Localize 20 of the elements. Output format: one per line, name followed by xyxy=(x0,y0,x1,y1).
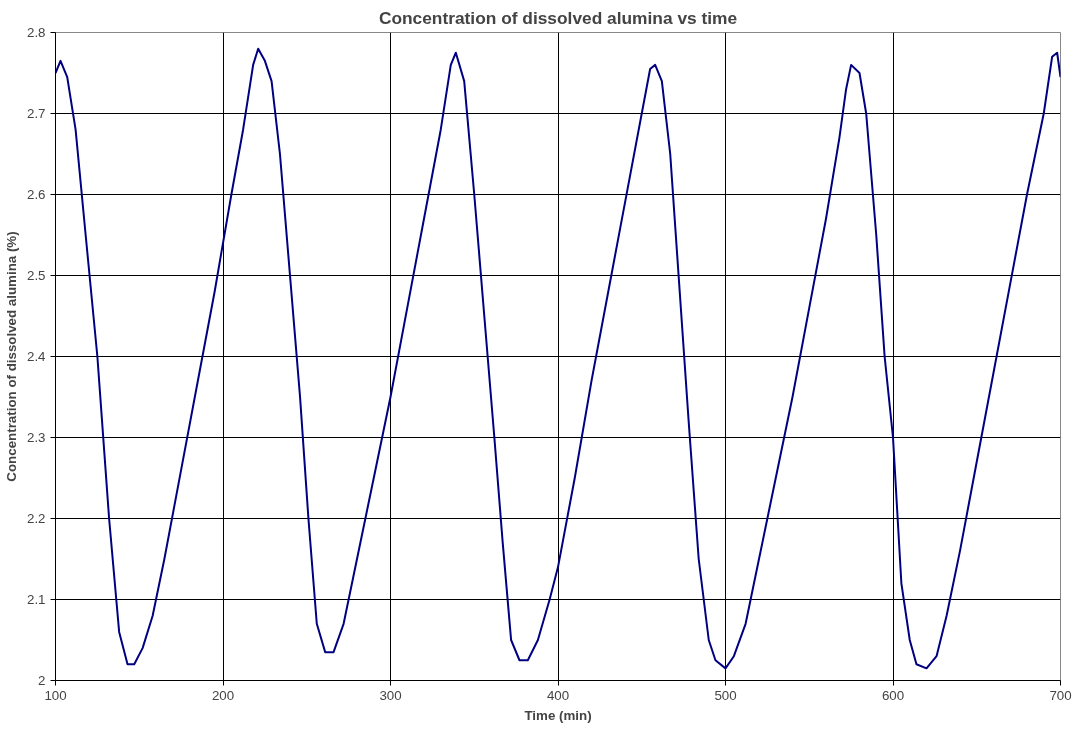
y-tick-label: 2.6 xyxy=(26,187,46,202)
chart-title: Concentration of dissolved alumina vs time xyxy=(378,7,738,28)
line-series xyxy=(55,47,1061,670)
x-axis-title: Time (min) xyxy=(524,707,592,723)
y-tick-label: 2.8 xyxy=(26,25,46,40)
y-tick-label: 2.3 xyxy=(26,430,46,445)
x-tick-label: 400 xyxy=(546,687,570,703)
x-tick-label: 500 xyxy=(714,687,737,703)
y-axis-title: Concentration of dissolved alumina (%) xyxy=(3,231,19,482)
x-tick-label: 100 xyxy=(44,687,67,703)
x-tick-label: 700 xyxy=(1049,687,1072,703)
x-tick-label: 200 xyxy=(211,687,235,703)
y-tick-label: 2.4 xyxy=(26,349,47,364)
y-tick-label: 2.1 xyxy=(26,592,46,607)
x-tick-label: 300 xyxy=(379,687,402,703)
y-tick-label: 2.2 xyxy=(26,511,46,526)
y-tick-label: 2 xyxy=(38,673,46,688)
x-tick-label: 600 xyxy=(881,687,905,703)
y-tick-label: 2.5 xyxy=(26,268,46,283)
y-tick-label: 2.7 xyxy=(26,106,46,121)
